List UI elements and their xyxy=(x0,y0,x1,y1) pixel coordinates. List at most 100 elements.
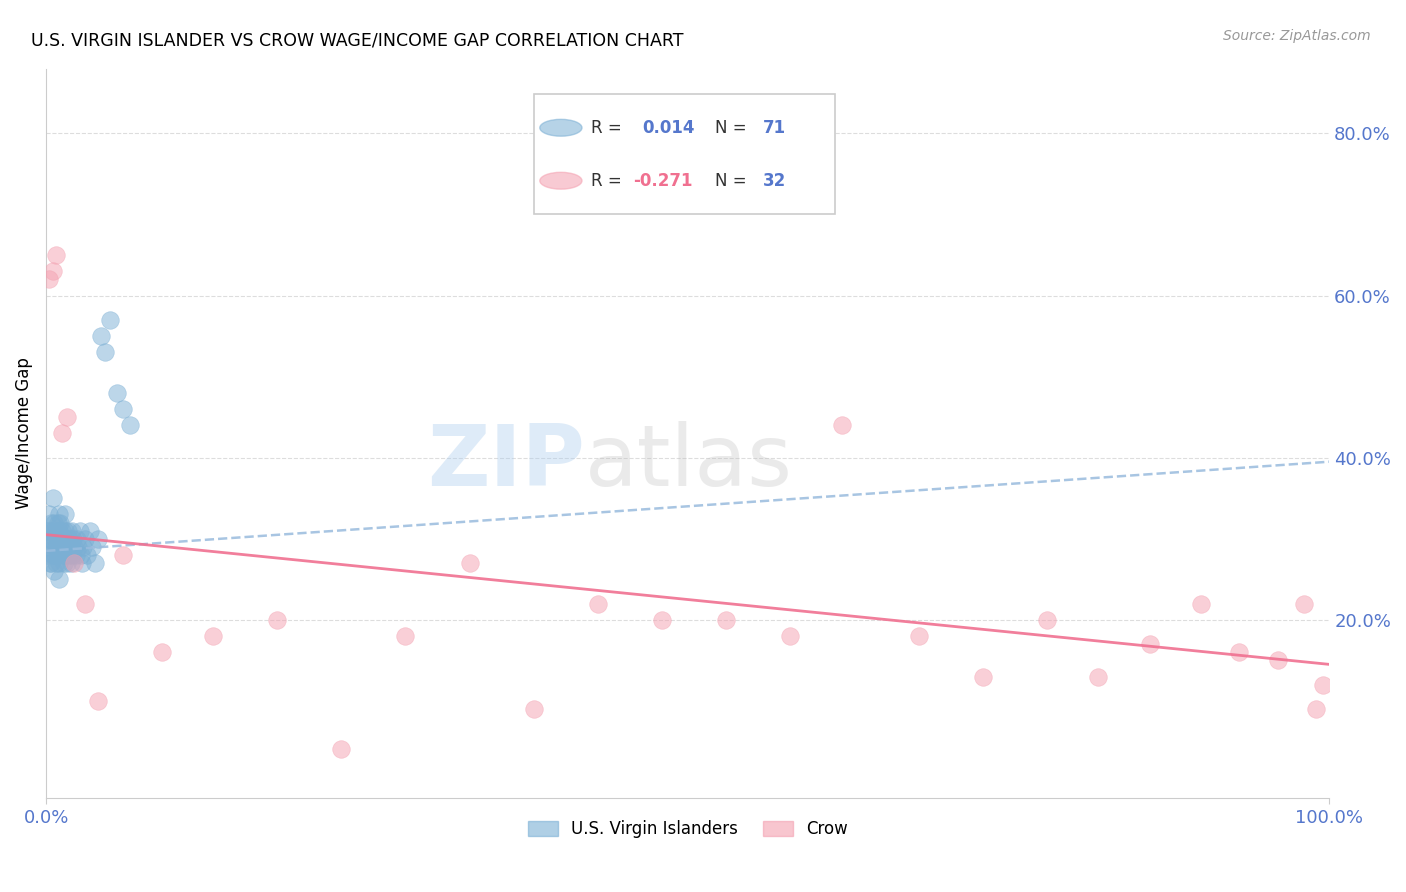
Point xyxy=(69,548,91,562)
Point xyxy=(49,532,72,546)
Point xyxy=(58,548,80,562)
Point xyxy=(55,532,77,546)
Point xyxy=(779,629,801,643)
Point xyxy=(1305,702,1327,716)
Point xyxy=(1189,597,1212,611)
Point xyxy=(41,548,63,562)
Point xyxy=(82,540,104,554)
Point xyxy=(266,613,288,627)
Point xyxy=(67,540,90,554)
Point xyxy=(98,313,121,327)
Point xyxy=(53,540,76,554)
Point xyxy=(38,532,60,546)
Point xyxy=(330,742,353,756)
Point xyxy=(46,532,69,546)
Point xyxy=(55,548,77,562)
Point xyxy=(45,556,67,570)
Point xyxy=(46,516,69,530)
Point xyxy=(76,548,98,562)
Point xyxy=(972,669,994,683)
Point xyxy=(59,556,82,570)
Point xyxy=(112,402,135,417)
Point xyxy=(37,524,59,538)
Point xyxy=(41,532,63,546)
Point xyxy=(41,524,63,538)
Point xyxy=(62,532,84,546)
Point xyxy=(38,272,60,286)
Point xyxy=(42,540,65,554)
Text: atlas: atlas xyxy=(585,421,793,504)
Point xyxy=(90,329,112,343)
Point xyxy=(51,426,73,441)
Point xyxy=(59,540,82,554)
Point xyxy=(44,548,66,562)
Point xyxy=(60,548,83,562)
Point xyxy=(73,532,96,546)
Point xyxy=(55,556,77,570)
Point xyxy=(41,556,63,570)
Y-axis label: Wage/Income Gap: Wage/Income Gap xyxy=(15,358,32,509)
Point xyxy=(39,556,62,570)
Point xyxy=(1292,597,1315,611)
Point xyxy=(94,345,117,359)
Point xyxy=(52,532,75,546)
Point xyxy=(48,572,70,586)
Point xyxy=(39,524,62,538)
Point xyxy=(56,524,79,538)
Point xyxy=(51,524,73,538)
Point xyxy=(105,385,128,400)
Point xyxy=(1267,653,1289,667)
Point xyxy=(63,556,86,570)
Point xyxy=(41,516,63,530)
Point xyxy=(72,540,94,554)
Point xyxy=(37,548,59,562)
Point xyxy=(48,508,70,522)
Point xyxy=(1139,637,1161,651)
Point xyxy=(907,629,929,643)
Point xyxy=(39,540,62,554)
Point xyxy=(1087,669,1109,683)
Point xyxy=(58,532,80,546)
Point xyxy=(70,556,93,570)
Point xyxy=(41,491,63,506)
Point xyxy=(66,532,89,546)
Point xyxy=(65,548,87,562)
Text: Source: ZipAtlas.com: Source: ZipAtlas.com xyxy=(1223,29,1371,43)
Point xyxy=(84,556,107,570)
Point xyxy=(79,524,101,538)
Point xyxy=(42,516,65,530)
Point xyxy=(48,556,70,570)
Point xyxy=(56,540,79,554)
Point xyxy=(45,540,67,554)
Point xyxy=(45,524,67,538)
Point xyxy=(53,556,76,570)
Point xyxy=(394,629,416,643)
Point xyxy=(118,418,141,433)
Point xyxy=(86,694,108,708)
Point xyxy=(523,702,546,716)
Point xyxy=(48,540,70,554)
Point xyxy=(651,613,673,627)
Point xyxy=(55,410,77,425)
Point xyxy=(586,597,609,611)
Point xyxy=(55,508,77,522)
Text: ZIP: ZIP xyxy=(427,421,585,504)
Point xyxy=(60,524,83,538)
Point xyxy=(52,548,75,562)
Point xyxy=(49,516,72,530)
Point xyxy=(48,524,70,538)
Point xyxy=(86,532,108,546)
Point xyxy=(73,597,96,611)
Point xyxy=(1312,678,1334,692)
Legend: U.S. Virgin Islanders, Crow: U.S. Virgin Islanders, Crow xyxy=(520,814,855,845)
Point xyxy=(1036,613,1059,627)
Point xyxy=(69,524,91,538)
Text: U.S. VIRGIN ISLANDER VS CROW WAGE/INCOME GAP CORRELATION CHART: U.S. VIRGIN ISLANDER VS CROW WAGE/INCOME… xyxy=(31,31,683,49)
Point xyxy=(42,564,65,578)
Point xyxy=(51,540,73,554)
Point xyxy=(716,613,738,627)
Point xyxy=(46,548,69,562)
Point xyxy=(63,540,86,554)
Point xyxy=(41,264,63,278)
Point xyxy=(45,248,67,262)
